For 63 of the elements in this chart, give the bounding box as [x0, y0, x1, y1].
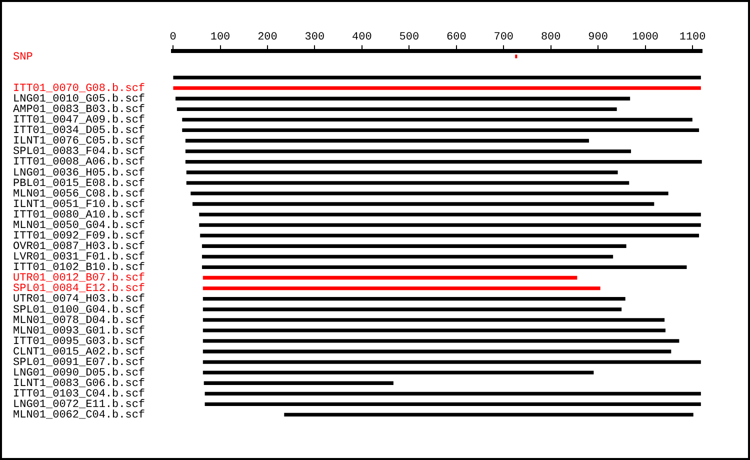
y-tick-label: MLN01_0078_D04.b.scf — [13, 314, 146, 327]
bar — [204, 402, 701, 406]
y-tick-label: LNG01_0036_H05.b.scf — [13, 167, 146, 180]
y-tick-label: MLN01_0062_C04.b.scf — [13, 410, 146, 422]
y-tick-label: MLN01_0056_C08.b.scf — [13, 188, 146, 200]
bar — [199, 212, 701, 216]
bar — [202, 370, 594, 374]
bar — [185, 160, 702, 164]
bar — [202, 350, 672, 354]
y-tick-label: SNP — [13, 51, 34, 64]
bar — [202, 244, 626, 248]
bar — [199, 223, 701, 227]
bar — [204, 392, 701, 396]
y-tick-label: SPL01_0100_G04.b.scf — [13, 304, 146, 316]
bar — [192, 202, 654, 206]
bar — [202, 328, 666, 332]
y-tick-label: SPL01_0091_E07.b.scf — [13, 356, 146, 369]
x-tick-label: 400 — [352, 32, 372, 44]
x-tick-label: 100 — [210, 32, 230, 44]
y-tick-label: ILNT1_0051_F10.b.scf — [13, 198, 146, 211]
bar — [202, 339, 680, 343]
bar — [185, 149, 632, 154]
y-tick-label: ITT01_0008_A06.b.scf — [13, 156, 146, 169]
x-tick-label: 800 — [540, 32, 561, 44]
bar — [200, 234, 700, 238]
y-tick-label: ITT01_0095_G03.b.scf — [13, 336, 146, 348]
bar — [202, 318, 665, 322]
bar — [186, 170, 618, 174]
bar — [204, 381, 394, 385]
x-tick-label: 0 — [170, 32, 176, 44]
bar — [202, 308, 622, 312]
x-tick-label: 900 — [588, 32, 608, 44]
bar — [176, 107, 617, 111]
x-tick-label: 1000 — [632, 32, 659, 44]
bar — [173, 86, 701, 90]
bar — [202, 254, 614, 259]
bar — [182, 128, 700, 132]
x-tick-label: 1100 — [679, 32, 706, 44]
bar — [202, 296, 626, 301]
x-tick-label: 300 — [304, 32, 325, 44]
bar — [202, 265, 687, 270]
y-tick-label: PBL01_0015_E08.b.scf — [13, 178, 146, 190]
bar — [186, 181, 630, 185]
bar — [173, 76, 701, 80]
y-tick-label: MLN01_0050_G04.b.scf — [13, 220, 146, 232]
bar — [202, 276, 578, 280]
y-tick-label: LNG01_0090_D05.b.scf — [13, 367, 146, 380]
x-tick-label: 500 — [399, 32, 420, 44]
bar — [176, 96, 630, 100]
bar — [190, 192, 668, 196]
x-tick-label: 200 — [258, 32, 278, 44]
bar — [202, 286, 600, 290]
y-tick-label: ITT01_0080_A10.b.scf — [13, 209, 146, 222]
y-tick-label: CLNT1_0015_A02.b.scf — [13, 346, 146, 358]
x-tick-label: 700 — [494, 32, 514, 44]
x-tick-label: 600 — [446, 32, 466, 44]
y-tick-label: UTR01_0074_H03.b.scf — [13, 294, 146, 306]
bar — [182, 118, 692, 122]
bar — [202, 360, 701, 364]
y-tick-label: MLN01_0093_G01.b.scf — [13, 325, 146, 338]
bar — [185, 138, 589, 143]
y-tick-label: ITT01_0070_G08.b.scf — [13, 82, 146, 95]
bar — [284, 412, 694, 417]
